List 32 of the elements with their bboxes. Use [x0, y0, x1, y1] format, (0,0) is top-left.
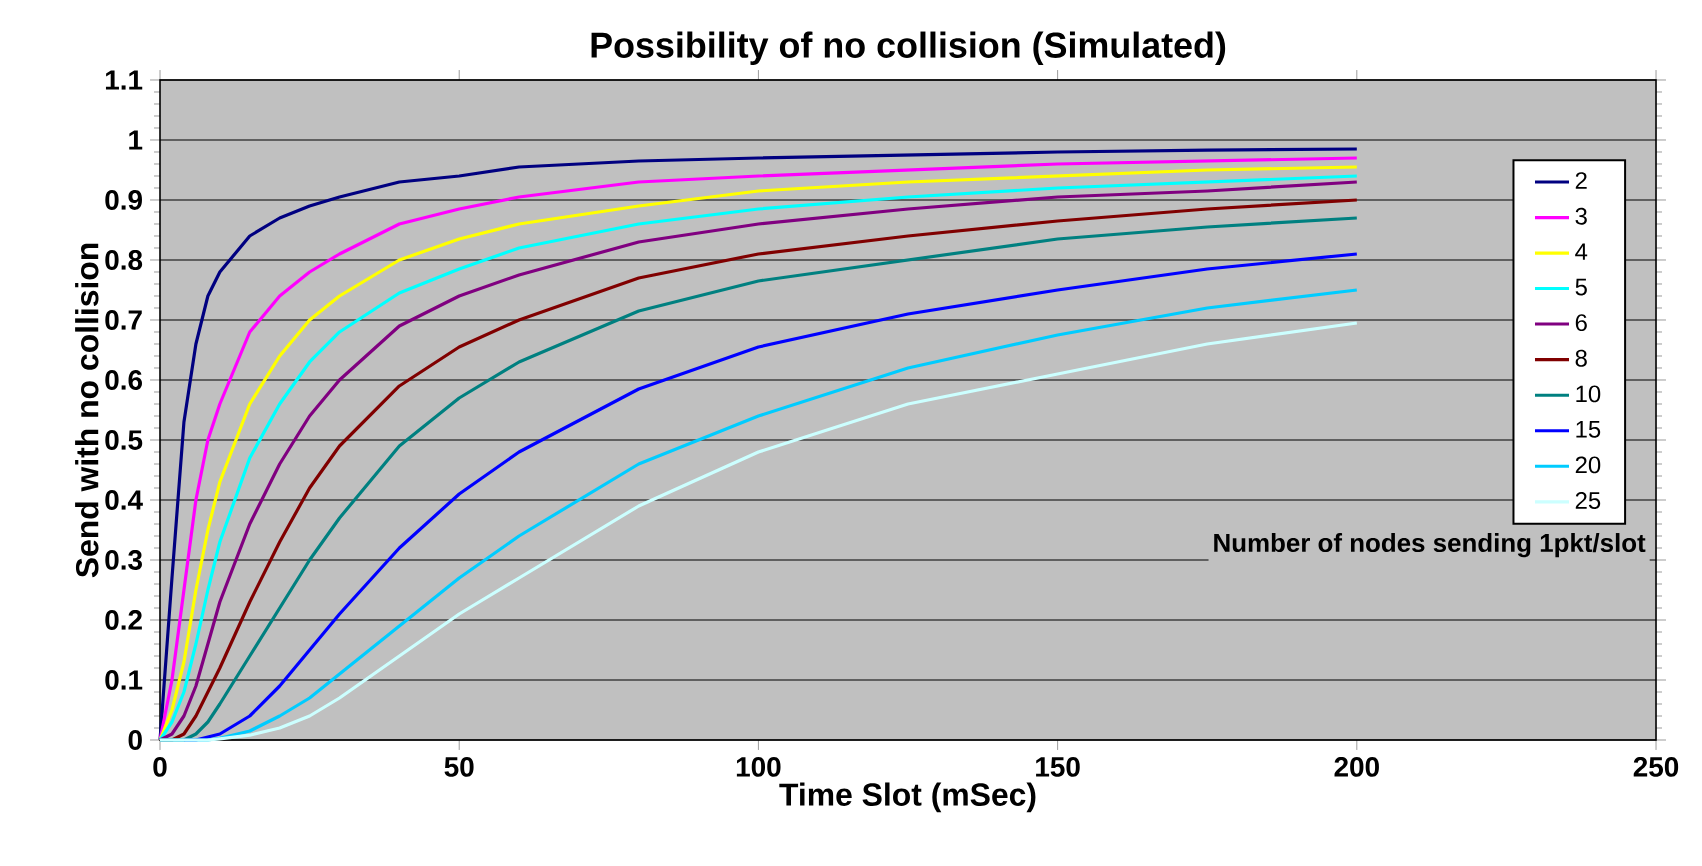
x-tick-label: 150 — [1036, 756, 1080, 777]
y-tick-label: 0.8 — [105, 250, 143, 270]
legend-label: 8 — [1575, 349, 1587, 367]
legend-label: 10 — [1576, 385, 1601, 403]
y-tick-label: 0.1 — [105, 670, 143, 690]
legend-label: 15 — [1576, 421, 1601, 438]
x-tick-label: 0 — [153, 756, 167, 777]
y-tick-label: 1.1 — [105, 70, 143, 90]
x-axis-title: Time Slot (mSec) — [779, 782, 1036, 813]
y-tick-label: 0.4 — [105, 490, 143, 510]
y-axis-title: Send with no collision — [75, 243, 99, 578]
y-tick-label: 0.2 — [105, 610, 142, 630]
y-tick-label: 1 — [129, 130, 143, 150]
legend-label: 25 — [1575, 492, 1601, 509]
legend-label: 4 — [1575, 243, 1588, 260]
legend-label: 3 — [1575, 207, 1587, 225]
legend-label: 2 — [1575, 172, 1587, 189]
y-tick-label: 0.6 — [105, 370, 142, 390]
x-tick-label: 50 — [444, 756, 474, 777]
y-tick-label: 0.5 — [105, 430, 143, 450]
y-tick-label: 0.7 — [105, 310, 142, 330]
y-tick-label: 0.3 — [105, 550, 142, 570]
y-tick-label: 0.9 — [105, 190, 142, 210]
legend-label: 6 — [1575, 314, 1587, 332]
x-tick-label: 100 — [736, 756, 781, 777]
x-tick-label: 250 — [1633, 756, 1679, 777]
x-tick-label: 200 — [1334, 756, 1379, 777]
legend-label: 20 — [1575, 456, 1601, 474]
chart-title: Possibility of no collision (Simulated) — [591, 31, 1226, 65]
y-tick-label: 0 — [128, 730, 142, 750]
legend-label: 5 — [1575, 278, 1587, 296]
legend-title: Number of nodes sending 1pkt/slot — [1214, 533, 1646, 558]
